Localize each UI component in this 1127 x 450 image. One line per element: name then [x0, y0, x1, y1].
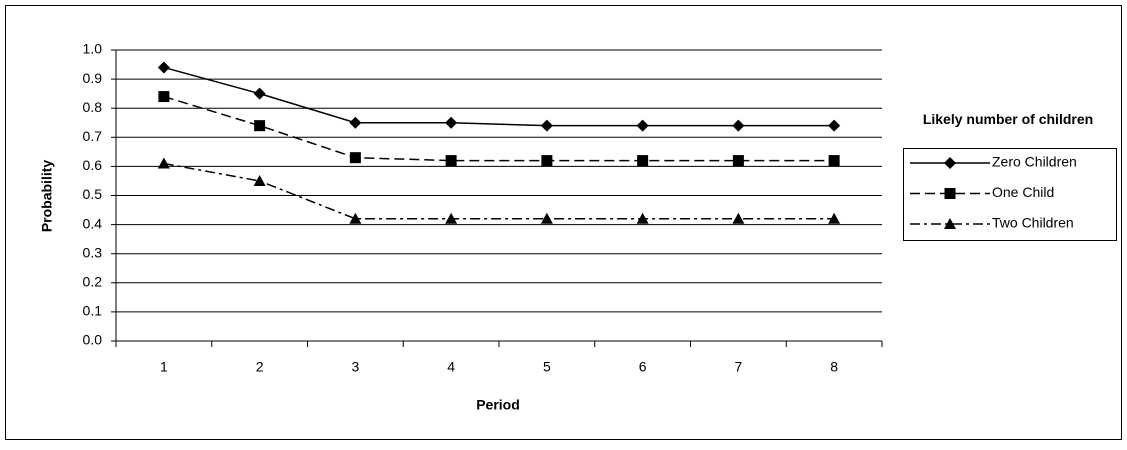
y-tick-label: 0.5 — [83, 186, 103, 202]
y-tick-label: 0.2 — [83, 274, 103, 290]
legend-marker — [944, 188, 956, 199]
marker — [157, 61, 170, 74]
marker — [254, 120, 266, 132]
x-tick-label: 2 — [256, 359, 264, 375]
legend-label: Two Children — [992, 215, 1074, 231]
x-tick-label: 4 — [447, 359, 455, 375]
marker — [732, 155, 744, 167]
marker — [541, 155, 553, 167]
marker — [349, 152, 361, 164]
y-tick-label: 0.3 — [83, 244, 103, 260]
x-tick-label: 7 — [734, 359, 742, 375]
y-tick-label: 0.4 — [83, 215, 103, 231]
legend-marker — [944, 157, 956, 169]
legend-marker — [944, 218, 956, 229]
marker — [349, 212, 362, 224]
x-tick-label: 3 — [351, 359, 359, 375]
marker — [732, 119, 745, 132]
marker — [349, 116, 362, 129]
legend-label: Zero Children — [992, 154, 1077, 170]
marker — [636, 212, 649, 224]
x-tick-label: 8 — [830, 359, 838, 375]
marker — [253, 87, 266, 100]
marker — [540, 119, 553, 132]
marker — [828, 155, 840, 167]
marker — [158, 91, 170, 103]
legend-title: Likely number of children — [922, 111, 1094, 127]
legend-label: One Child — [992, 184, 1054, 200]
series-line — [163, 66, 835, 127]
marker — [540, 212, 553, 224]
marker — [732, 212, 745, 224]
x-axis-label: Period — [476, 397, 520, 413]
y-tick-label: 0.0 — [83, 332, 103, 348]
marker — [637, 155, 649, 167]
marker — [445, 212, 458, 224]
marker — [828, 119, 841, 132]
series-line — [163, 162, 835, 220]
marker — [636, 119, 649, 132]
marker — [253, 174, 266, 186]
y-tick-label: 1.0 — [83, 41, 103, 57]
y-tick-label: 0.6 — [83, 157, 103, 173]
x-tick-label: 5 — [543, 359, 551, 375]
y-axis-label: Probability — [39, 160, 55, 233]
x-tick-label: 1 — [160, 359, 168, 375]
marker — [445, 116, 458, 129]
marker — [828, 212, 841, 224]
legend-box — [903, 148, 1117, 241]
y-tick-label: 0.8 — [83, 99, 103, 115]
marker — [157, 157, 170, 169]
y-tick-label: 0.1 — [83, 303, 103, 319]
y-tick-label: 0.7 — [83, 128, 103, 144]
marker — [445, 155, 457, 167]
x-tick-label: 6 — [639, 359, 647, 375]
y-tick-label: 0.9 — [83, 70, 103, 86]
